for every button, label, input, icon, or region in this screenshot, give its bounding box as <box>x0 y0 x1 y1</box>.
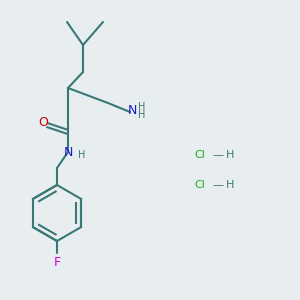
Text: H: H <box>78 150 86 160</box>
Text: H: H <box>226 150 234 160</box>
Text: N: N <box>127 104 137 118</box>
Text: Cl: Cl <box>195 150 206 160</box>
Text: Cl: Cl <box>195 180 206 190</box>
Text: —: — <box>212 180 224 190</box>
Text: F: F <box>53 256 61 269</box>
Text: —: — <box>212 150 224 160</box>
Text: H: H <box>138 102 146 112</box>
Text: N: N <box>63 146 73 158</box>
Text: H: H <box>226 180 234 190</box>
Text: H: H <box>138 110 146 120</box>
Text: O: O <box>38 116 48 130</box>
